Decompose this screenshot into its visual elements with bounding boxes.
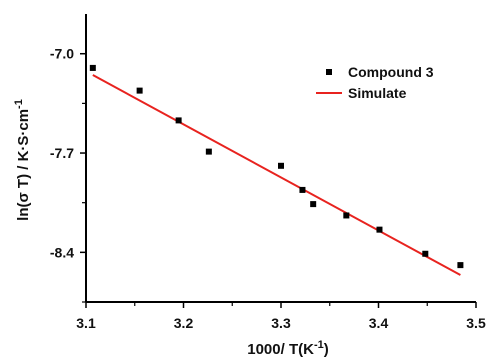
y-tick-label: -7.0 (50, 46, 74, 62)
data-point (89, 64, 96, 71)
data-point (376, 226, 383, 233)
axes (85, 14, 476, 303)
legend-label-compound-3: Compound 3 (348, 64, 434, 80)
y-tick-label: -7.7 (50, 145, 74, 161)
data-point (136, 87, 143, 94)
x-axis-title: 1000/ T(K-1) (247, 339, 328, 358)
x-tick-label: 3.3 (271, 315, 291, 331)
x-tick-label: 3.4 (369, 315, 389, 331)
data-point (299, 186, 306, 193)
x-tick-label: 3.1 (76, 315, 96, 331)
data-point (278, 162, 284, 169)
data-point (175, 117, 182, 124)
data-point (457, 262, 464, 269)
y-axis-title: ln(σ T) / K·S·cm-1 (13, 99, 32, 221)
simulate-line (92, 74, 461, 276)
y-tick-label: -8.4 (50, 244, 74, 260)
x-tick-label: 3.2 (174, 315, 194, 331)
x-tick-label: 3.5 (466, 315, 486, 331)
data-point (343, 212, 350, 219)
ticks: 3.1 3.2 3.3 3.4 3.5 -7.0 -7.7 -8.4 (50, 46, 486, 331)
simulate-series (92, 74, 461, 276)
legend: Compound 3 Simulate (316, 64, 434, 101)
data-point (310, 201, 317, 208)
compound-3-series (89, 64, 464, 269)
data-point (422, 250, 429, 257)
legend-marker-compound-3 (326, 69, 332, 75)
legend-label-simulate: Simulate (348, 85, 407, 101)
data-point (205, 148, 212, 155)
